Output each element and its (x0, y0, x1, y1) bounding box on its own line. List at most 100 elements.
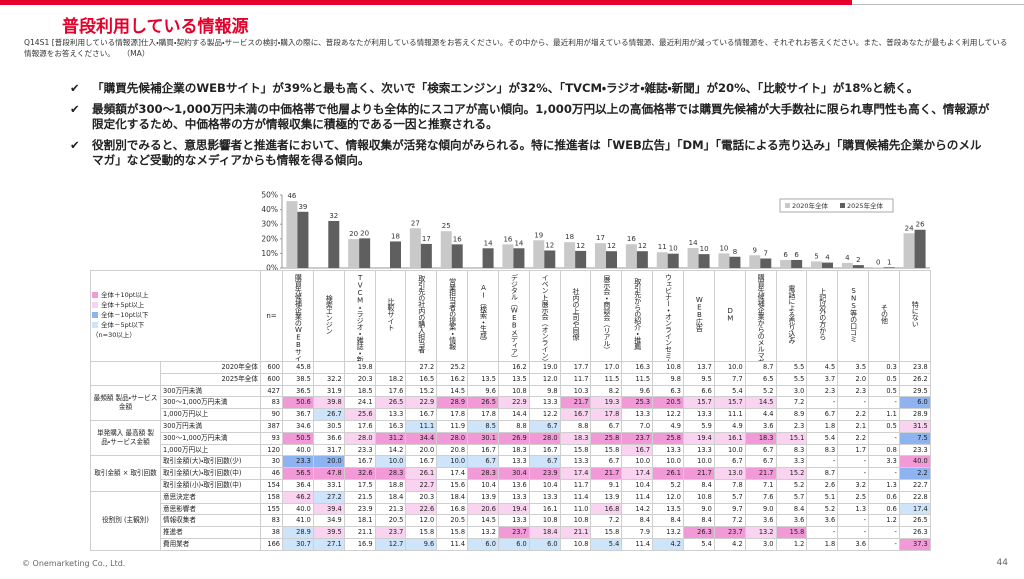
table-cell: 25.6 (343, 408, 376, 421)
slide-title: 普段利用している情報源 (62, 17, 249, 37)
table-cell: 9.0 (744, 502, 777, 516)
group-label: 最頻額 製品・サービス金額 (90, 384, 161, 421)
table-cell: 26.2 (898, 372, 931, 386)
table-cell: 26.5 (374, 396, 407, 410)
value-label: 24 (905, 224, 914, 232)
table-cell: 19.0 (528, 361, 561, 374)
table-cell: 23.7 (497, 526, 530, 539)
table-cell: - (806, 526, 839, 539)
value-label: 17 (422, 235, 431, 243)
table-cell: 18.3 (744, 431, 777, 445)
value-label: 32 (329, 212, 338, 220)
value-label: 17 (596, 234, 605, 242)
legend-swatch (92, 302, 98, 308)
column-header: 比較サイト (374, 270, 407, 362)
table-cell: 18.4 (436, 490, 469, 504)
table-cell: 15.7 (713, 396, 746, 410)
table-cell: 17.4 (621, 467, 654, 480)
legend-swatch (92, 322, 98, 328)
value-label: 10 (700, 245, 709, 253)
table-cell: 13.3 (528, 490, 561, 504)
y-tick-label: 10% (261, 249, 278, 258)
legend-swatch (785, 203, 790, 208)
table-cell: 13.3 (559, 455, 592, 469)
table-cell: 18.4 (374, 490, 407, 504)
row-label: 300万円未満 (160, 419, 261, 433)
table-cell: 19.3 (590, 396, 623, 410)
table-cell: 13.0 (713, 467, 746, 480)
legend-swatch (92, 292, 98, 298)
value-label: 12 (607, 242, 616, 250)
table-cell: 15.8 (590, 526, 623, 539)
value-label: 14 (689, 239, 698, 247)
table-cell: 15.2 (405, 384, 438, 398)
column-header-text: DM (726, 306, 735, 322)
table-cell: 20.5 (374, 514, 407, 528)
group-label: 役割別 (主観別) (90, 490, 161, 551)
table-cell: 2.5 (837, 490, 870, 504)
table-cell: 7.2 (775, 396, 808, 410)
value-label: 46 (287, 192, 296, 200)
column-header-text: 取引先からの紹介・推薦 (633, 278, 642, 350)
table-cell: 28.9 (436, 396, 469, 410)
bullet: 「購買先候補企業のWEBサイト」が39%と最も高く、次いで「検索エンジン」が32… (70, 81, 990, 97)
table-cell: - (837, 396, 870, 410)
table-cell: 5.7 (775, 490, 808, 504)
table-cell: 19.8 (343, 361, 376, 374)
value-label: 12 (545, 241, 554, 249)
table-cell: 5.9 (682, 419, 715, 433)
table-cell: 30.7 (282, 537, 314, 551)
bar (440, 231, 452, 268)
table-cell: 8.2 (590, 384, 623, 398)
table-cell: 17.0 (590, 361, 623, 374)
table-cell: 50.5 (282, 431, 314, 445)
table-cell: 18.3 (497, 443, 530, 457)
table-cell: 20.5 (652, 396, 684, 410)
row-label: 意思影響者 (160, 502, 261, 516)
table-cell: 21.1 (343, 526, 376, 539)
table-cell: 14.2 (621, 502, 654, 516)
table-cell (467, 361, 499, 374)
row-n: 90 (260, 408, 283, 421)
table-cell: 4.2 (652, 537, 684, 551)
table-cell: 1.2 (775, 537, 808, 551)
table-cell: 8.4 (652, 514, 684, 528)
table-cell: 16.3 (374, 419, 407, 433)
legend-swatch (92, 312, 98, 318)
table-cell: 2.2 (837, 431, 870, 445)
row-n: 155 (260, 502, 283, 516)
table-cell: 39.5 (312, 526, 345, 539)
table-cell: 9.6 (467, 384, 499, 398)
table-cell: - (806, 455, 839, 469)
legend-text: 全体＋10pt以上 (101, 291, 149, 299)
table-cell: 36.4 (282, 478, 314, 492)
row-label: 取引金額(大)・取引回数(少) (160, 455, 261, 469)
bar (914, 229, 926, 268)
table-cell: 8.4 (682, 514, 715, 528)
table-cell: 7.8 (713, 478, 746, 492)
column-header: 取引先の社内の購入担当者 (405, 270, 438, 362)
column-header-text: ウェビナー・オンラインセミナー (664, 274, 673, 362)
table-cell: 45.8 (282, 361, 314, 374)
row-label: 費用業者 (160, 537, 261, 551)
bar (502, 244, 514, 268)
table-cell: 12.0 (652, 490, 684, 504)
value-label: 1 (887, 258, 891, 266)
table-cell: 15.8 (775, 526, 808, 539)
table-cell: 6.7 (528, 419, 561, 433)
table-cell: 40.0 (282, 502, 314, 516)
row-label: 2025年全体 (160, 372, 261, 386)
table-cell: 0.5 (868, 419, 900, 433)
bar (822, 262, 833, 268)
table-cell: 13.2 (652, 526, 684, 539)
table-cell: 3.6 (806, 514, 839, 528)
value-label: 19 (534, 231, 543, 239)
row-n: 30 (260, 455, 283, 469)
table-cell: 26.7 (312, 408, 345, 421)
row-n: 46 (260, 467, 283, 480)
table-cell: 10.8 (559, 514, 592, 528)
bar (564, 242, 576, 268)
row-label: 1,000万円以上 (160, 408, 261, 421)
column-header-text: WEB広告 (695, 296, 704, 332)
bar (451, 244, 463, 268)
